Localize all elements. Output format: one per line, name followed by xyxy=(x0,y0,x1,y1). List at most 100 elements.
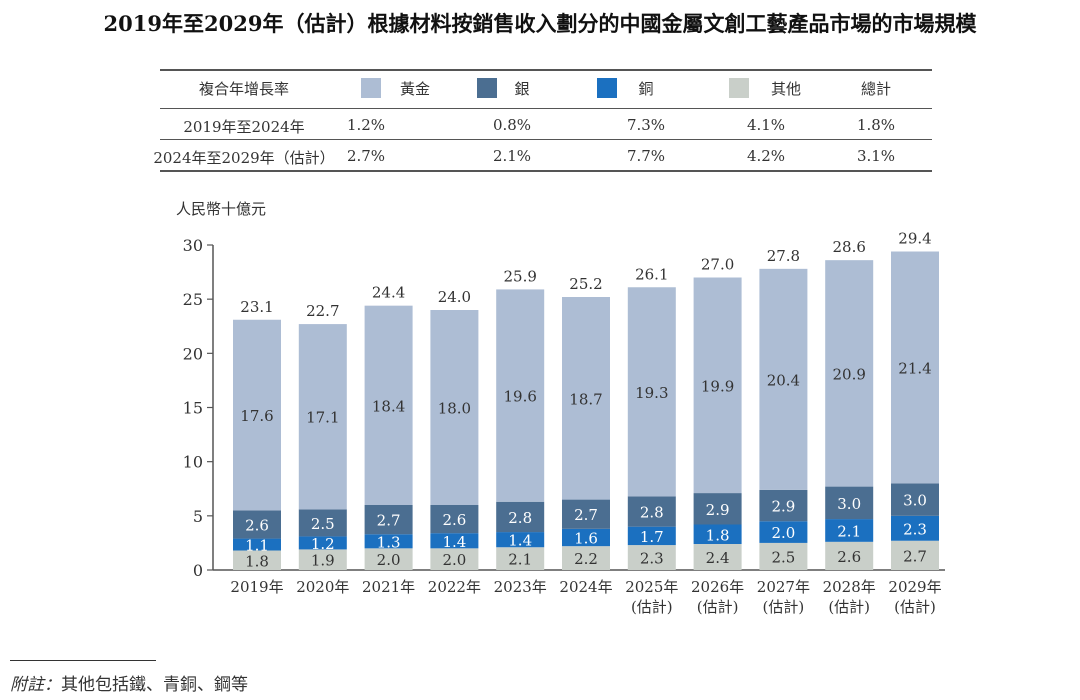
data-label: 2.7 xyxy=(574,506,598,524)
x-tick-label: 2028年 xyxy=(823,578,876,596)
bar-segment xyxy=(298,509,347,537)
data-label: 2.3 xyxy=(903,520,927,538)
bar-segment xyxy=(233,510,281,539)
cagr-value: 7.7% xyxy=(626,147,666,165)
data-label: 19.3 xyxy=(635,384,668,402)
footnote-text: 其他包括鐵、青銅、鋼等 xyxy=(61,675,248,695)
y-tick-label: 10 xyxy=(183,453,203,472)
cagr-value: 1.2% xyxy=(346,116,386,134)
y-tick-label: 15 xyxy=(183,399,203,418)
bar-segment xyxy=(298,549,347,570)
bar-segment xyxy=(233,550,281,570)
y-tick-label: 25 xyxy=(183,290,203,309)
y-tick-label: 5 xyxy=(193,507,203,526)
data-label: 2.2 xyxy=(574,550,598,568)
total-label: 23.1 xyxy=(240,298,273,316)
bar-segment xyxy=(233,538,281,551)
footnote-label: 附註： xyxy=(10,675,61,695)
legend-label-gold: 黃金 xyxy=(399,80,431,98)
data-label: 18.4 xyxy=(372,397,405,415)
legend-swatch-silver xyxy=(477,78,497,98)
x-tick-label: (估計) xyxy=(763,598,805,616)
data-label: 2.8 xyxy=(508,509,532,527)
cagr-value: 0.8% xyxy=(492,116,532,134)
data-label: 2.7 xyxy=(377,512,401,530)
table-rule xyxy=(160,139,932,140)
bar-segment xyxy=(364,548,413,570)
row-period: 2024年至2029年（估計） xyxy=(153,149,335,167)
bar-segment xyxy=(496,501,545,533)
total-label: 28.6 xyxy=(832,238,865,256)
data-label: 18.0 xyxy=(438,400,471,418)
x-tick-label: 2021年 xyxy=(362,578,415,596)
data-label: 2.8 xyxy=(640,504,664,522)
bar-segment xyxy=(759,268,808,490)
bar-segment xyxy=(891,540,939,570)
data-label: 19.6 xyxy=(503,388,536,406)
data-label: 20.9 xyxy=(832,365,865,383)
data-label: 2.6 xyxy=(442,511,466,529)
bar-segment xyxy=(693,277,742,494)
x-tick-label: (估計) xyxy=(631,598,673,616)
total-label: 24.0 xyxy=(438,288,471,306)
bar-segment xyxy=(693,544,742,570)
data-label: 1.3 xyxy=(377,533,401,551)
bar-segment xyxy=(891,515,939,541)
x-tick-label: 2024年 xyxy=(559,578,612,596)
bar-segment xyxy=(693,493,742,525)
bar-segment xyxy=(298,536,347,550)
bar-segment xyxy=(825,519,874,542)
data-label: 21.4 xyxy=(898,359,931,377)
bar-segment xyxy=(364,534,413,549)
bar-segment xyxy=(825,486,874,520)
data-label: 17.1 xyxy=(306,409,339,427)
total-label: 29.4 xyxy=(898,230,931,248)
legend-swatch-copper xyxy=(597,78,617,98)
data-label: 2.7 xyxy=(903,547,927,565)
bar-segment xyxy=(759,489,808,522)
bar-segment xyxy=(693,524,742,544)
total-label: 26.1 xyxy=(635,265,668,283)
cagr-value: 2.1% xyxy=(492,147,532,165)
x-tick-label: (估計) xyxy=(894,598,936,616)
data-label: 3.0 xyxy=(837,495,861,513)
data-label: 17.6 xyxy=(240,407,273,425)
legend-swatch-gold xyxy=(361,78,381,98)
data-label: 2.0 xyxy=(377,551,401,569)
total-label: 25.9 xyxy=(503,267,536,285)
bar-segment xyxy=(364,305,413,505)
data-label: 1.9 xyxy=(311,552,335,570)
y-tick-label: 20 xyxy=(183,344,203,363)
table-rule xyxy=(160,69,932,71)
bar-segment xyxy=(496,289,545,502)
data-label: 2.9 xyxy=(771,498,795,516)
table-rule xyxy=(160,108,932,109)
bar-segment xyxy=(562,546,610,570)
y-tick-label: 0 xyxy=(193,561,203,580)
footnote-rule xyxy=(10,660,156,661)
bar-segment xyxy=(891,483,939,516)
bar-segment xyxy=(627,526,676,546)
cagr-value: 4.2% xyxy=(746,147,786,165)
bar-segment xyxy=(891,251,939,484)
data-label: 18.7 xyxy=(569,390,602,408)
total-label: 24.4 xyxy=(372,284,405,302)
stacked-bar-chart: 0510152025301.81.12.617.623.12019年1.91.2… xyxy=(183,230,945,616)
bar-segment xyxy=(759,542,808,570)
cagr-value: 2.7% xyxy=(346,147,386,165)
data-label: 1.1 xyxy=(245,537,269,555)
bar-segment xyxy=(562,528,610,547)
bar-segment xyxy=(627,545,676,570)
bar-segment xyxy=(562,499,610,529)
data-label: 1.4 xyxy=(508,532,532,550)
total-label: 22.7 xyxy=(306,302,339,320)
bar-segment xyxy=(562,297,610,500)
table-header: 複合年增長率 xyxy=(198,80,290,98)
x-tick-label: 2026年 xyxy=(691,578,744,596)
row-period: 2019年至2024年 xyxy=(183,118,305,136)
bar-segment xyxy=(496,547,545,570)
data-label: 2.5 xyxy=(771,548,795,566)
bar-segment xyxy=(627,496,676,527)
legend-label-other: 其他 xyxy=(770,80,802,98)
data-label: 2.6 xyxy=(837,548,861,566)
